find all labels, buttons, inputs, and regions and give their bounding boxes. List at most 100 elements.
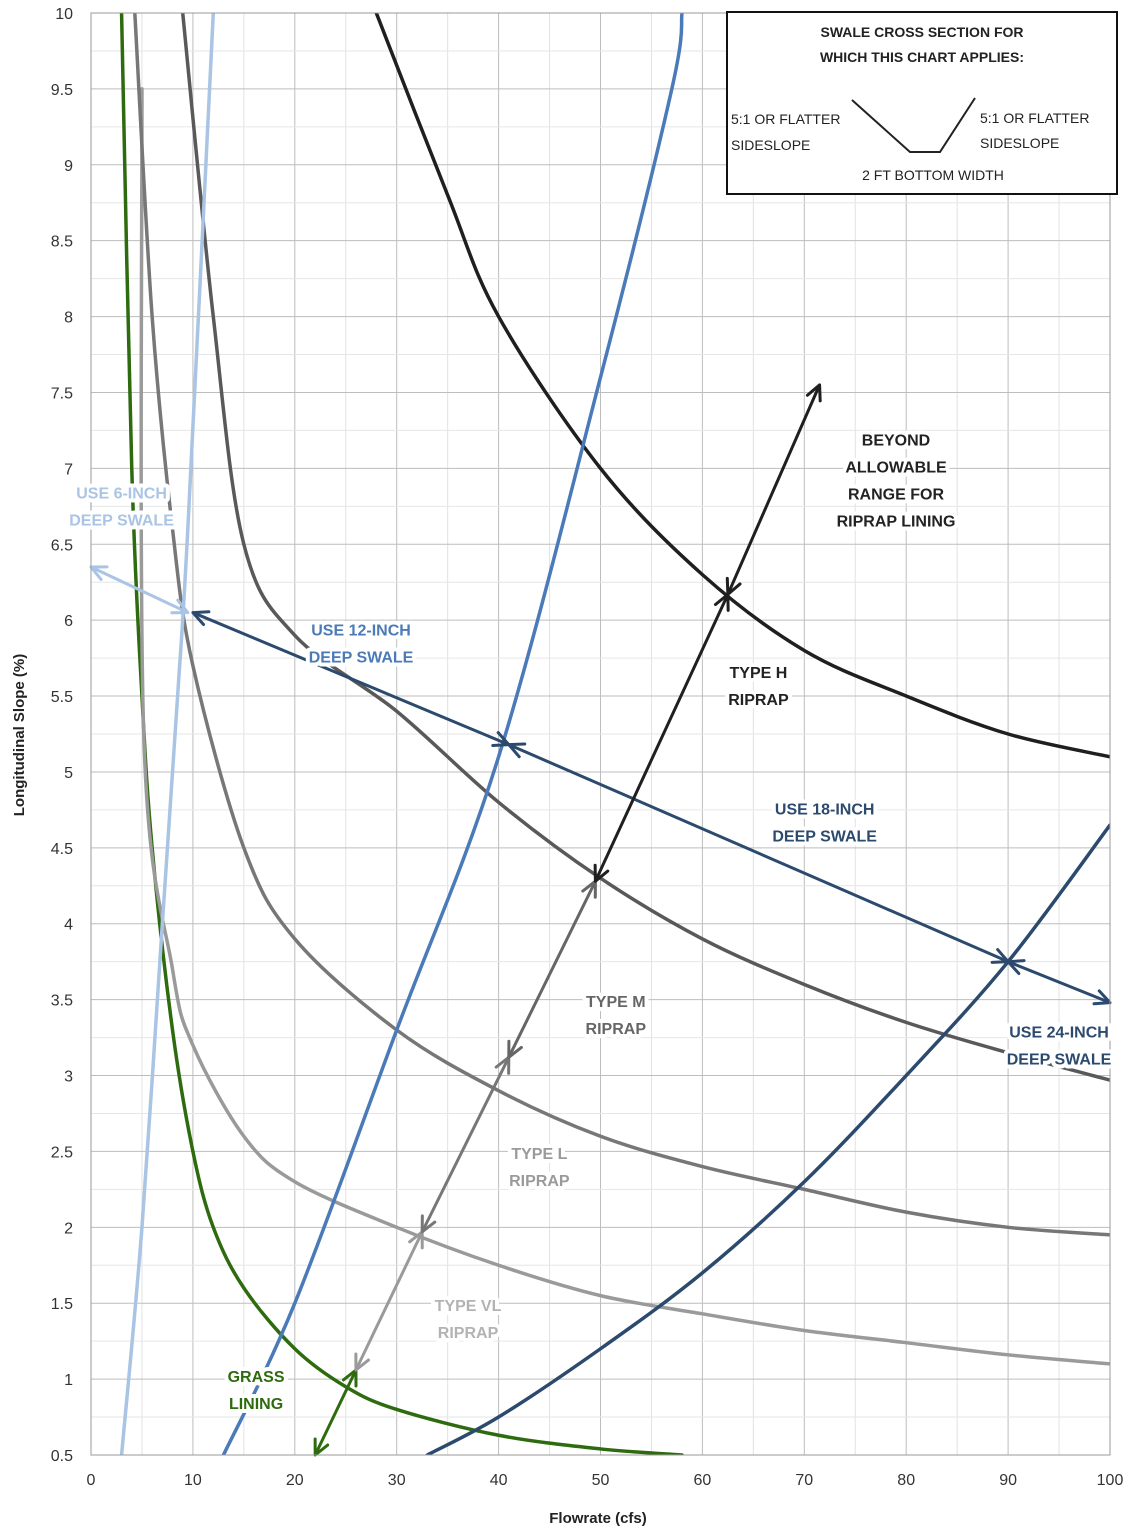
range-arrow (90, 565, 189, 614)
annotation-line: TYPE H (730, 665, 788, 682)
x-tick-label: 100 (1097, 1472, 1124, 1489)
x-tick-label: 70 (795, 1472, 813, 1489)
y-tick-label: 2 (64, 1220, 73, 1237)
x-tick-label: 90 (999, 1472, 1017, 1489)
y-tick-label: 8.5 (51, 234, 73, 251)
annotation-line: USE 12-INCH (311, 622, 411, 639)
y-tick-label: 10 (55, 6, 73, 23)
range-arrow (420, 1056, 511, 1233)
y-tick-label: 6 (64, 613, 73, 630)
inset-bottom-label: 2 FT BOTTOM WIDTH (862, 167, 1004, 183)
plot-frame (90, 12, 1111, 1456)
y-tick-label: 5 (64, 765, 73, 782)
y-tick-label: 9 (64, 158, 73, 175)
x-tick-label: 0 (87, 1472, 96, 1489)
inset-left-label-line-2: SIDESLOPE (731, 137, 810, 153)
range-arrow (508, 743, 1009, 964)
series-line-5 (374, 13, 1110, 759)
y-tick-label: 6.5 (51, 537, 73, 554)
range-arrow (507, 880, 597, 1058)
series-line-2 (139, 87, 1110, 1366)
x-axis-title: Flowrate (cfs) (549, 1510, 647, 1527)
y-tick-label: 1.5 (51, 1296, 73, 1313)
x-tick-label: 40 (490, 1472, 508, 1489)
annotation-line: RANGE FOR (848, 487, 944, 504)
annotation-line: USE 6-INCH (76, 486, 167, 503)
arrows (89, 383, 1112, 1457)
series-line-8 (425, 823, 1110, 1455)
annotation-line: BEYOND (862, 433, 930, 450)
y-tick-label: 1 (64, 1372, 73, 1389)
range-arrow (1007, 960, 1111, 1005)
cross-section-inset: SWALE CROSS SECTION FOR WHICH THIS CHART… (726, 11, 1118, 195)
range-arrow (726, 384, 821, 595)
annotation-line: DEEP SWALE (69, 513, 174, 530)
annotation-line: TYPE M (586, 994, 646, 1011)
arrowhead (507, 742, 527, 759)
series-line-1 (119, 13, 684, 1455)
annotations: USE 6-INCH DEEP SWALE USE 12-INCH DEEP SWAL… (65, 429, 1115, 1418)
swale-profile-icon (851, 97, 976, 153)
x-tick-label: 20 (286, 1472, 304, 1489)
annotation-line: ALLOWABLE (845, 460, 947, 477)
annotation-label: USE 24-INCH DEEP SWALE (1007, 1025, 1112, 1069)
arrowhead (593, 863, 610, 883)
inset-title-line-1: SWALE CROSS SECTION FOR (820, 24, 1023, 40)
arrowhead (170, 598, 190, 615)
y-tick-label: 5.5 (51, 689, 73, 706)
annotation-line: USE 18-INCH (775, 801, 875, 818)
arrowhead (805, 383, 822, 403)
y-tick-label: 9.5 (51, 82, 73, 99)
annotation-line: TYPE VL (435, 1298, 502, 1315)
annotation-line: RIPRAP (728, 692, 789, 709)
annotation-label: USE 6-INCH DEEP SWALE (69, 486, 174, 530)
axes: 0 10 20 30 40 50 60 70 80 90 100 0.5 1 1.5 2 2.5 3 3.5 4 4.… (51, 6, 1124, 1489)
y-tick-label: 8 (64, 310, 73, 327)
annotation-line: LINING (229, 1396, 283, 1413)
annotation-line: DEEP SWALE (1007, 1052, 1112, 1069)
annotation-label: USE 18-INCH DEEP SWALE (772, 801, 877, 845)
x-tick-label: 30 (388, 1472, 406, 1489)
inset-right-label-line-2: SIDESLOPE (980, 135, 1059, 151)
y-tick-label: 3 (64, 1069, 73, 1086)
series-line-7 (221, 13, 684, 1455)
annotation-line: RIPRAP (438, 1325, 499, 1342)
x-tick-label: 80 (897, 1472, 915, 1489)
y-tick-label: 3.5 (51, 993, 73, 1010)
y-tick-label: 0.5 (51, 1448, 73, 1465)
y-tick-label: 7.5 (51, 385, 73, 402)
annotation-label: TYPE H RIPRAP (728, 665, 789, 709)
inset-left-label-line-1: 5:1 OR FLATTER (731, 111, 840, 127)
annotation-line: RIPRAP (586, 1021, 647, 1038)
x-tick-label: 50 (592, 1472, 610, 1489)
x-tick-label: 60 (694, 1472, 712, 1489)
annotation-label: TYPE L RIPRAP (509, 1146, 570, 1190)
arrowhead (191, 610, 211, 627)
annotation-label: TYPE VL RIPRAP (435, 1298, 502, 1342)
y-axis-title: Longitudinal Slope (%) (11, 654, 28, 816)
y-tick-label: 4 (64, 917, 73, 934)
range-arrow (192, 611, 510, 747)
annotation-label: BEYOND ALLOWABLE RANGE FOR RIPRAP LINING (837, 433, 956, 531)
range-arrow (354, 1231, 424, 1371)
annotation-line: DEEP SWALE (309, 649, 414, 666)
annotation-line: USE 24-INCH (1009, 1025, 1109, 1042)
annotation-line: RIPRAP (509, 1173, 570, 1190)
arrowhead (507, 1039, 523, 1059)
y-tick-label: 4.5 (51, 841, 73, 858)
arrowhead (420, 1214, 437, 1234)
annotation-line: GRASS (228, 1369, 285, 1386)
inset-title-line-2: WHICH THIS CHART APPLIES: (820, 49, 1024, 65)
annotation-line: RIPRAP LINING (837, 514, 956, 531)
inset-right-label-line-1: 5:1 OR FLATTER (980, 110, 1089, 126)
y-tick-label: 2.5 (51, 1144, 73, 1161)
annotation-line: DEEP SWALE (772, 828, 877, 845)
series-line-4 (180, 13, 1110, 1082)
range-arrow (313, 1369, 358, 1456)
arrowhead (1006, 959, 1026, 976)
grid (90, 12, 1111, 1456)
y-tick-label: 7 (64, 461, 73, 478)
annotation-label: USE 12-INCH DEEP SWALE (309, 622, 414, 666)
series-line-6 (119, 13, 216, 1455)
